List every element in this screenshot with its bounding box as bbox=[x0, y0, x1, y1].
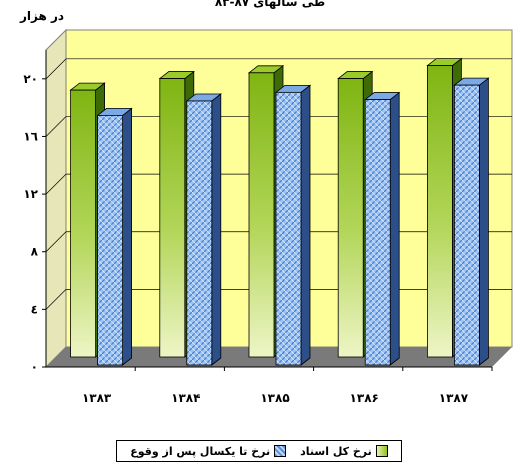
y-tick-label: ۱٦ bbox=[23, 129, 38, 143]
bar-one-year-rate bbox=[97, 115, 123, 366]
bar-one-year-rate bbox=[364, 99, 391, 366]
bar-side bbox=[211, 93, 222, 366]
bar-side bbox=[389, 91, 400, 366]
bar-total-rate bbox=[159, 78, 186, 358]
legend-item-2: نرخ تا یکسال پس از وقوع bbox=[130, 444, 287, 458]
y-ticks: ۰ ٤ ۸ ۱۲ ۱٦ ۲۰ bbox=[23, 72, 46, 374]
bar-one-year-rate bbox=[275, 91, 302, 366]
legend-label-1: نرخ کل اسناد bbox=[300, 444, 372, 458]
side-wall bbox=[45, 28, 67, 369]
chart-title: طی سالهای ۸۷-۸۳ bbox=[215, 0, 325, 9]
legend-item-1: نرخ کل اسناد bbox=[300, 445, 388, 458]
bar-one-year-rate bbox=[453, 84, 480, 366]
gridline-side bbox=[45, 58, 67, 80]
bars bbox=[69, 57, 490, 366]
bar-one-year-rate bbox=[186, 100, 213, 366]
y-tick-label: ۱۲ bbox=[23, 187, 38, 201]
gridline-side bbox=[45, 116, 67, 137]
x-ticks: ۱۳۸۳ ۱۳۸۴ ۱۳۸۵ ۱۳۸۶ ۱۳۸۷ bbox=[82, 367, 493, 405]
x-tick-label: ۱۳۸۶ bbox=[350, 391, 379, 405]
bar-total-rate bbox=[248, 72, 275, 358]
y-tick-label: ۸ bbox=[31, 245, 39, 259]
y-tick-label: ۰ bbox=[31, 360, 38, 374]
bar-total-rate bbox=[337, 78, 364, 358]
x-tick-label: ۱۳۸۳ bbox=[82, 391, 112, 405]
y-axis-label: در هزار bbox=[19, 9, 64, 23]
bar-total-rate bbox=[70, 89, 96, 358]
legend-label-2: نرخ تا یکسال پس از وقوع bbox=[130, 444, 271, 458]
x-tick-label: ۱۳۸۵ bbox=[260, 391, 289, 405]
bar-total-rate bbox=[426, 65, 453, 358]
bar-side bbox=[300, 84, 311, 366]
legend-swatch-blue bbox=[274, 445, 287, 457]
y-tick-label: ۲۰ bbox=[23, 72, 38, 86]
gridline-side bbox=[45, 289, 67, 310]
x-tick-label: ۱۳۸۷ bbox=[439, 391, 469, 405]
bar-side bbox=[478, 77, 489, 366]
gridline-side bbox=[45, 231, 67, 252]
legend-swatch-green bbox=[375, 445, 388, 457]
bar-side bbox=[122, 107, 133, 366]
y-tick-label: ٤ bbox=[31, 302, 38, 316]
legend: نرخ کل اسناد نرخ تا یکسال پس از وقوع bbox=[116, 440, 402, 462]
gridline-side bbox=[45, 173, 67, 195]
x-tick-label: ۱۳۸۴ bbox=[171, 391, 200, 405]
